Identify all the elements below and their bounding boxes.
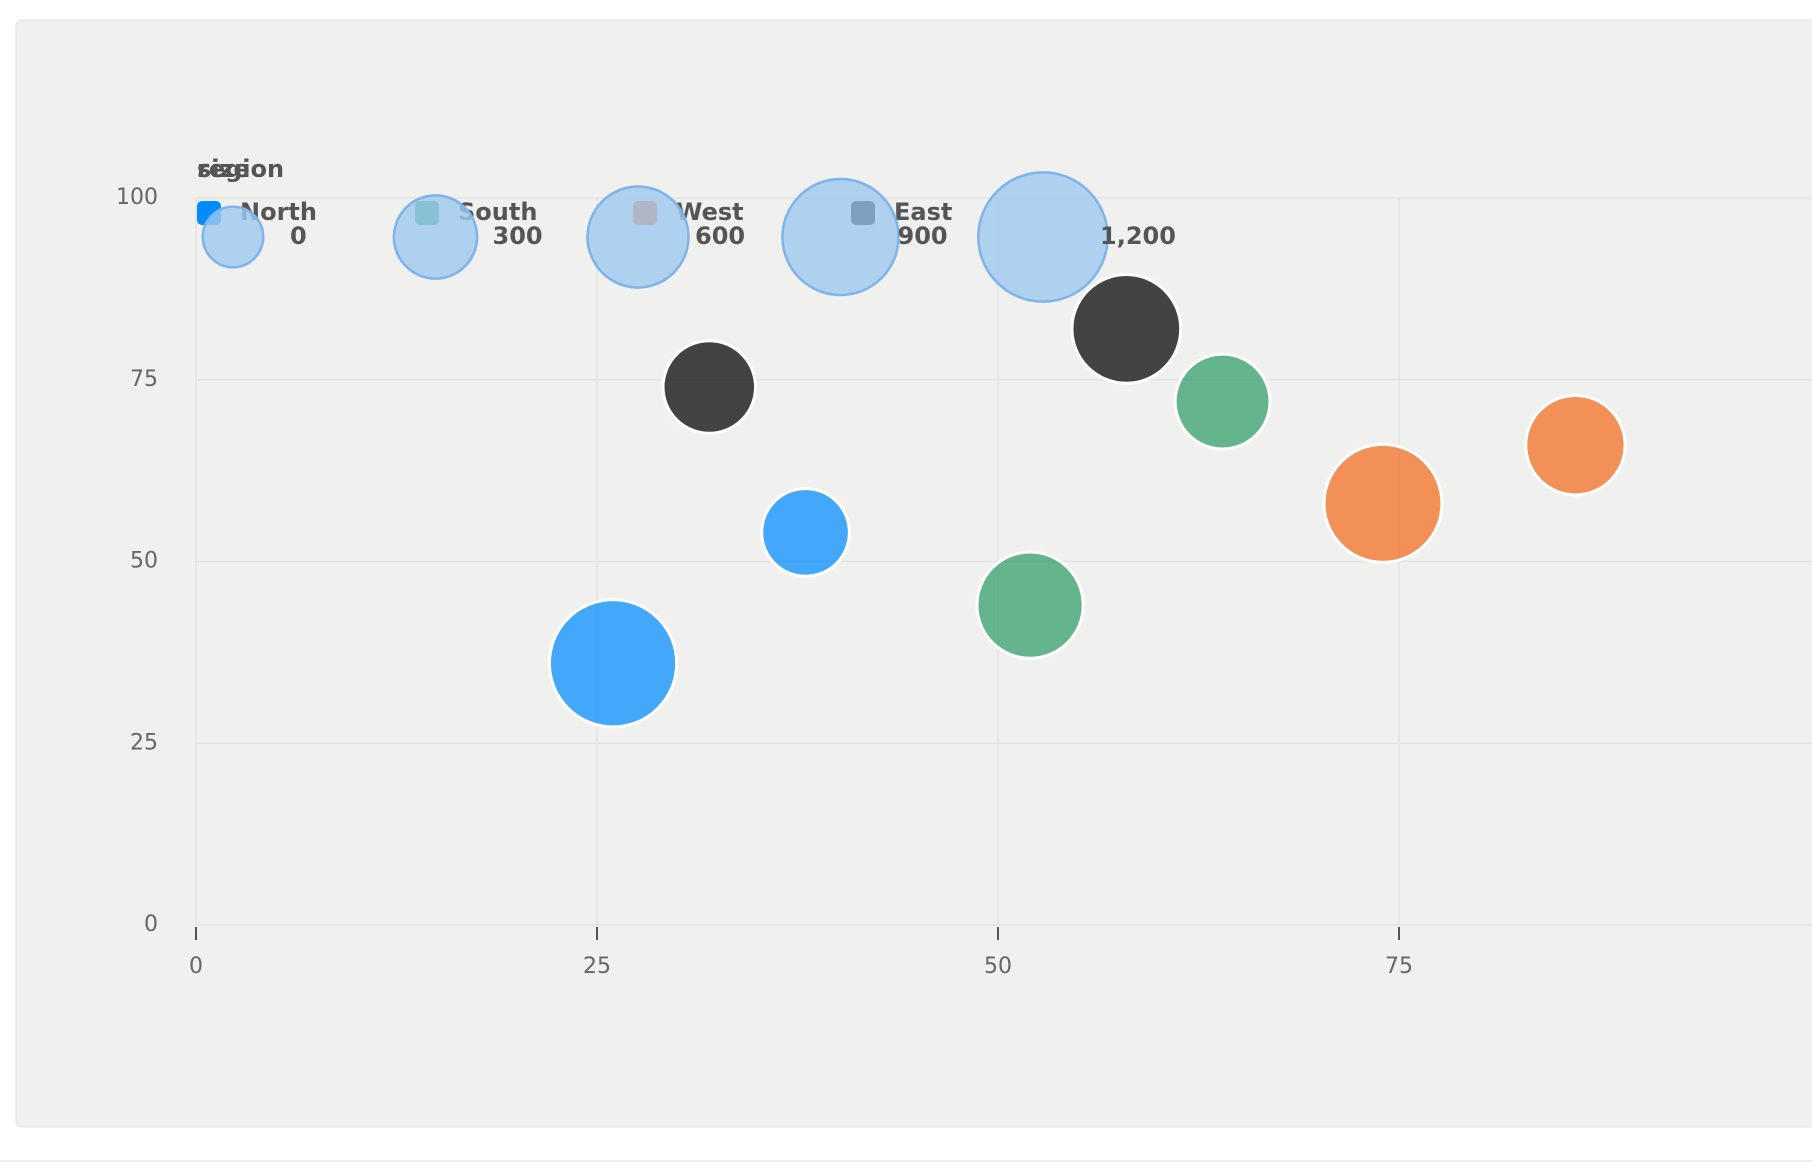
size-legend-circle xyxy=(781,177,900,297)
x-tick-label: 75 xyxy=(1385,954,1413,979)
bubble xyxy=(1322,442,1444,564)
y-tick-label: 100 xyxy=(116,185,158,210)
legend-title: region xyxy=(197,155,284,183)
marks xyxy=(547,272,1627,729)
bubble xyxy=(1524,394,1627,497)
bubble xyxy=(760,487,851,578)
bubble xyxy=(1070,272,1183,385)
size-legend-circle xyxy=(977,171,1109,303)
size-legend-circle xyxy=(392,194,479,280)
x-tick-label: 25 xyxy=(583,954,611,979)
x-tick-label: 50 xyxy=(984,954,1012,979)
bubble xyxy=(975,550,1085,660)
size-legend-title: size xyxy=(197,155,250,183)
bubble xyxy=(547,598,679,729)
size-legend-label: 1,200 xyxy=(1100,222,1176,250)
bubble xyxy=(1173,352,1272,451)
y-tick-label: 75 xyxy=(130,367,158,392)
chart-panel xyxy=(15,19,1812,1128)
legend-label: East xyxy=(894,198,952,226)
bubble xyxy=(661,339,758,435)
size-legend-label: 300 xyxy=(493,222,543,250)
size-legend-label: 0 xyxy=(290,222,307,250)
size-legend-circle xyxy=(586,185,690,289)
size-legend-label: 600 xyxy=(695,222,745,250)
x-tick-label: 0 xyxy=(189,954,203,979)
size-legend-circle xyxy=(201,205,265,269)
y-tick-label: 50 xyxy=(130,549,158,574)
y-tick-label: 25 xyxy=(130,730,158,755)
size-legend-label: 900 xyxy=(898,222,948,250)
y-tick-label: 0 xyxy=(144,912,158,937)
